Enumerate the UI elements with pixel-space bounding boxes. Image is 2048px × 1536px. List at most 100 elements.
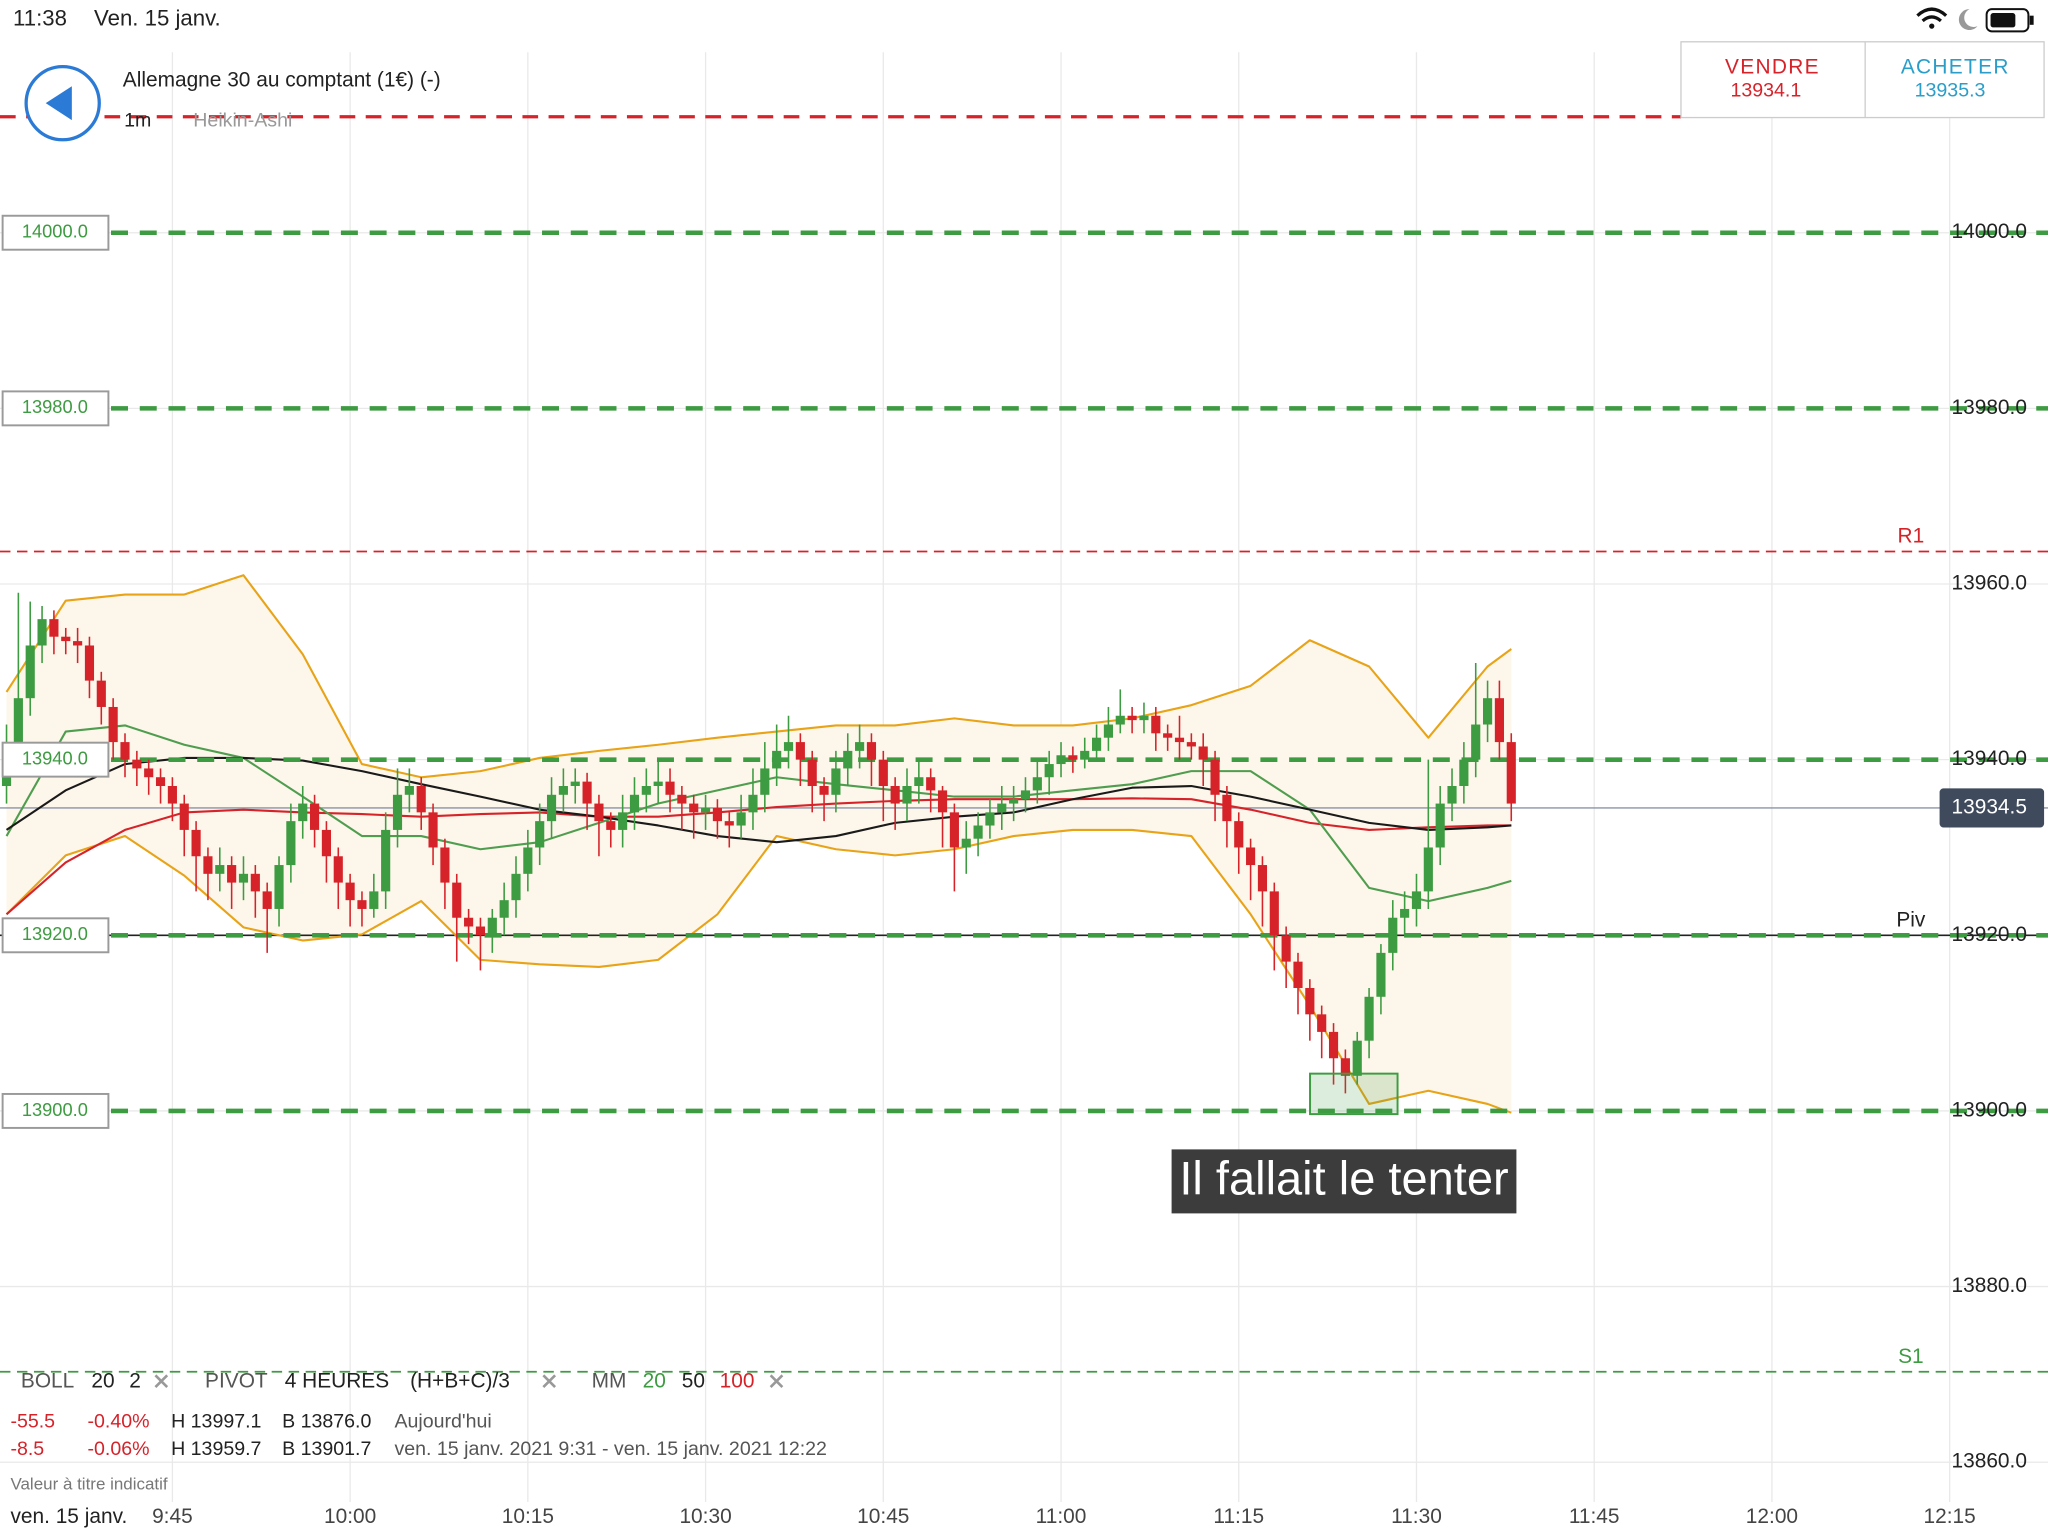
x-date-label: ven. 15 janv. [10,1505,127,1528]
level-label: 13920.0 [22,923,88,944]
candle-body [511,873,521,901]
x-tick-label: 10:00 [324,1505,376,1528]
band-fill [6,575,1512,1113]
candle-body [250,873,260,892]
candle-body [1506,742,1516,804]
timeframe[interactable]: 1m [124,110,151,132]
candle-body [1210,759,1220,795]
indicator-name[interactable]: PIVOT [205,1369,268,1392]
candle-body [25,645,35,699]
stat-period: ven. 15 janv. 2021 9:31 - ven. 15 janv. … [394,1438,827,1460]
candle-body [345,882,355,901]
status-date: Ven. 15 janv. [94,5,221,30]
candle-body [132,759,142,769]
back-button[interactable] [24,64,101,142]
candle-body [321,829,331,857]
sell-price[interactable]: 13934.1 [1730,80,1801,102]
indicator-name[interactable]: BOLL [21,1369,74,1392]
buy-button[interactable]: ACHETER 13935.3 [1901,55,2010,101]
footnote: Valeur à titre indicatif [10,1475,167,1494]
level-label-box [1,917,110,954]
candle-body [973,825,983,839]
x-tick-label: 11:45 [1569,1505,1620,1528]
indicator-param: 20 [91,1369,114,1392]
candle-body [1115,715,1125,725]
highlight-box [1309,1072,1399,1116]
candle-body [1400,908,1410,918]
y-tick-label: 13980.0 [1951,396,2026,419]
stat-high: H 13959.7 [171,1438,261,1460]
indicator-line [5,797,1512,916]
candle-body [712,807,722,822]
candle-body [369,891,379,909]
candle-body [416,786,426,813]
y-tick-label: 14000.0 [1951,220,2026,243]
remove-icon[interactable] [542,1374,557,1389]
candle-body [1435,803,1445,848]
y-tick-label: 13940.0 [1951,747,2026,770]
indicator-line [5,828,1512,1114]
remove-icon[interactable] [154,1374,169,1389]
candle-body [926,777,936,791]
buy-label[interactable]: ACHETER [1901,55,2010,78]
candle-body [1388,917,1398,953]
y-tick-label: 13900.0 [1951,1098,2026,1121]
candle-body [155,777,166,787]
level-label: 13900.0 [22,1099,88,1120]
candle-body [819,786,829,795]
candle-body [748,794,758,813]
candle-body [499,900,509,918]
candle-body [594,803,604,822]
candle-body [1103,724,1113,738]
candle-body [1163,733,1173,738]
stat-change: -8.5 [10,1438,44,1460]
candle-body [1257,865,1268,892]
candle-body [1293,961,1303,988]
candle-body [677,794,687,804]
candle-body [167,786,177,804]
y-tick-label: 13960.0 [1951,572,2026,595]
x-tick-label: 12:15 [1924,1505,1976,1528]
candle-body [890,786,900,804]
x-tick-label: 11:00 [1036,1505,1087,1528]
chart-style[interactable]: Heikin-Ashi [193,110,292,132]
stat-change: -55.5 [10,1411,55,1433]
x-tick-label: 11:15 [1213,1505,1264,1528]
indicator-legend: BOLL 20 2 PIVOT 4 HEURES (H+B+C)/3 MM 20… [21,1369,784,1392]
indicator-name[interactable]: MM [592,1369,627,1392]
candle-body [1151,715,1161,734]
candle-body [689,803,699,813]
candle-body [1340,1058,1350,1076]
x-tick-label: 10:45 [857,1505,909,1528]
candle-body [807,759,817,787]
candle-body [61,636,71,642]
candle-body [286,821,296,866]
stats: -55.5 -0.40% H 13997.1 B 13876.0 Aujourd… [10,1411,827,1460]
indicator-param: (H+B+C)/3 [410,1369,510,1392]
candle-body [961,838,971,848]
candle-body [37,619,47,646]
candle-body [558,786,568,795]
sell-label[interactable]: VENDRE [1725,55,1820,78]
buy-price[interactable]: 13935.3 [1915,80,1986,102]
indicator-param: 20 [643,1369,666,1392]
plot-layer: R1 Piv S1 [0,115,2048,1373]
candle-body [736,812,746,826]
candle-body [724,821,734,826]
remove-icon[interactable] [769,1374,784,1389]
candle-body [937,790,948,813]
candle-body [523,847,533,874]
candle-body [1447,786,1457,804]
stat-percent: -0.06% [88,1438,150,1460]
y-tick-label: 13860.0 [1951,1450,2026,1473]
candle-body [1471,724,1481,760]
x-tick-label: 11:30 [1391,1505,1442,1528]
sell-button[interactable]: VENDRE 13934.1 [1725,55,1820,101]
y-tick-label: 13920.0 [1951,923,2026,946]
candle-body [1423,847,1433,892]
candle-body [1317,1014,1327,1032]
candle-body [357,900,367,909]
indicator-param: 2 [129,1369,141,1392]
candle-body [629,794,640,813]
indicator-param: 50 [682,1369,705,1392]
